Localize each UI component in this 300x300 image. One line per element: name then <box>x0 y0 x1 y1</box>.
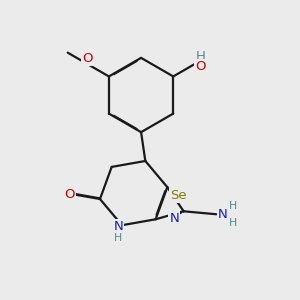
Text: Se: Se <box>170 189 187 202</box>
Text: O: O <box>64 188 75 201</box>
Text: H: H <box>114 233 122 243</box>
Text: N: N <box>169 212 179 225</box>
Text: O: O <box>195 60 206 73</box>
Text: H: H <box>229 218 237 228</box>
Text: N: N <box>218 208 228 221</box>
Text: O: O <box>82 52 92 65</box>
Text: H: H <box>229 201 237 211</box>
Text: H: H <box>196 50 206 63</box>
Text: N: N <box>113 220 123 233</box>
